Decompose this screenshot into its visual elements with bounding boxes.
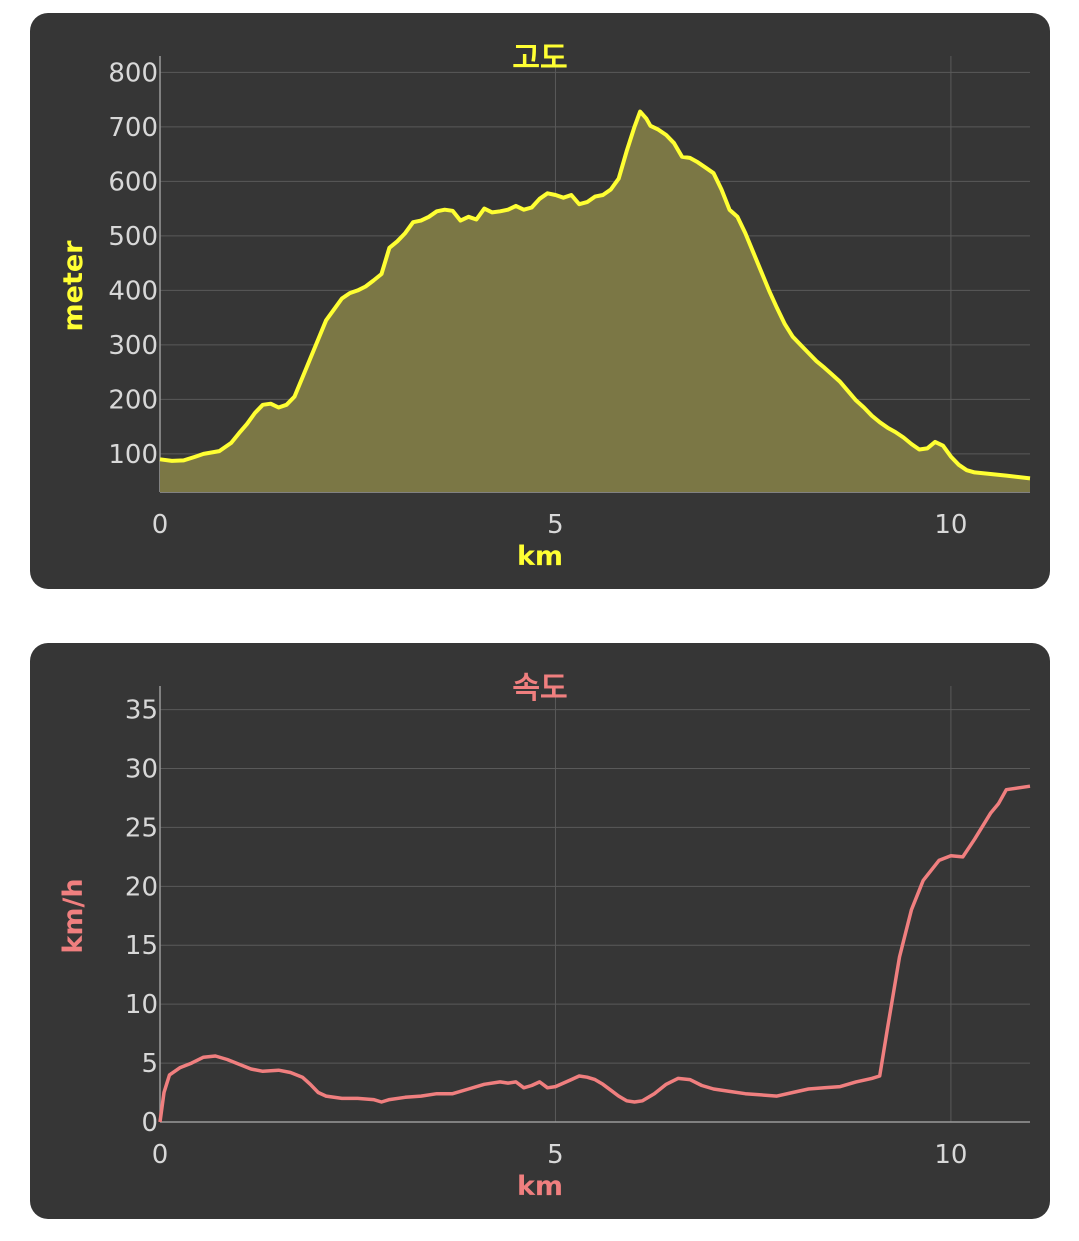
y-tick-label: 15 — [125, 931, 158, 961]
x-tick-label: 5 — [547, 510, 564, 540]
speed-chart-card: 0 5 10 15 20 25 30 35 0 5 10 속도 km km/h — [30, 643, 1050, 1219]
x-axis-label: km — [517, 541, 563, 572]
y-tick-label: 800 — [108, 58, 158, 88]
y-tick-label: 100 — [108, 440, 158, 470]
elevation-area — [160, 111, 1030, 492]
y-tick-label: 10 — [125, 990, 158, 1020]
y-axis-label: km/h — [58, 878, 89, 953]
y-tick-label: 25 — [125, 813, 158, 843]
elevation-line — [159, 109, 1031, 481]
x-tick-label: 5 — [547, 1140, 564, 1170]
y-tick-label: 400 — [108, 276, 158, 306]
elevation-chart-card: 100 200 300 400 500 600 700 800 0 5 10 고도 km meter — [30, 13, 1050, 589]
y-tick-label: 5 — [141, 1049, 158, 1079]
x-tick-label: 10 — [934, 510, 967, 540]
chart-title: 고도 — [512, 41, 567, 76]
y-tick-label: 700 — [108, 113, 158, 143]
elevation-chart: 100 200 300 400 500 600 700 800 0 5 10 고도 km meter — [58, 41, 1031, 572]
y-tick-label: 200 — [108, 385, 158, 415]
speed-chart: 0 5 10 15 20 25 30 35 0 5 10 속도 km km/h — [58, 671, 1031, 1202]
y-tick-label: 600 — [108, 167, 158, 197]
x-axis-label: km — [517, 1171, 563, 1202]
y-tick-label: 0 — [141, 1108, 158, 1138]
y-axis-label: meter — [58, 240, 89, 332]
speed-line — [158, 784, 1031, 1123]
y-tick-label: 500 — [108, 222, 158, 252]
x-tick-label: 0 — [152, 1140, 169, 1170]
x-tick-label: 0 — [152, 510, 169, 540]
y-tick-label: 20 — [125, 872, 158, 902]
x-tick-label: 10 — [934, 1140, 967, 1170]
chart-title: 속도 — [512, 671, 567, 706]
y-tick-label: 30 — [125, 754, 158, 784]
y-tick-label: 35 — [125, 696, 158, 726]
y-tick-label: 300 — [108, 331, 158, 361]
